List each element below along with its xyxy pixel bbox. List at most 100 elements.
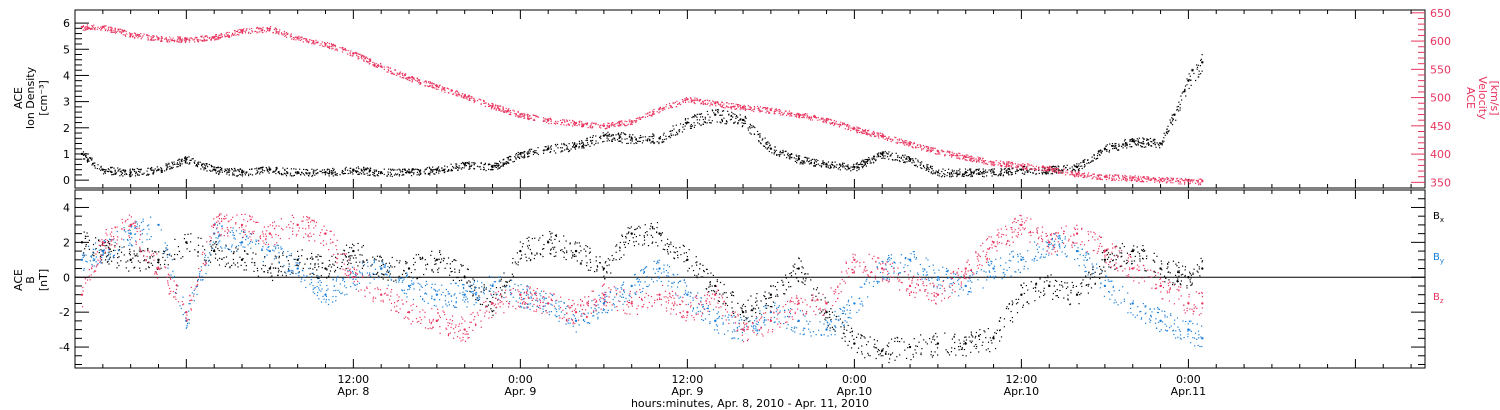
density-sample: [248, 173, 250, 175]
velocity-sample: [950, 153, 952, 156]
density-sample: [665, 138, 668, 140]
velocity-sample: [347, 49, 349, 52]
velocity-sample: [1067, 172, 1069, 174]
velocity-sample: [759, 111, 761, 113]
density-sample: [345, 166, 347, 168]
density-sample: [177, 159, 179, 162]
velocity-sample: [612, 124, 614, 126]
density-sample: [233, 170, 235, 172]
density-sample: [1124, 145, 1126, 147]
density-sample: [469, 166, 471, 168]
density-sample: [970, 173, 972, 175]
velocity-sample: [648, 114, 651, 116]
density-sample: [850, 170, 852, 172]
velocity-sample: [931, 147, 933, 149]
density-sample: [100, 166, 102, 168]
velocity-sample: [550, 122, 552, 125]
velocity-sample: [724, 107, 726, 109]
velocity-sample: [191, 38, 193, 40]
density-sample: [766, 143, 768, 145]
density-sample: [717, 110, 719, 113]
velocity-sample: [1007, 162, 1010, 164]
velocity-sample: [709, 105, 711, 107]
velocity-sample: [1051, 168, 1053, 170]
density-sample: [206, 166, 209, 168]
density-sample: [373, 172, 376, 175]
velocity-sample: [1097, 178, 1099, 180]
density-sample: [1062, 169, 1064, 172]
bx-sample: [861, 353, 863, 355]
density-sample: [856, 167, 858, 169]
velocity-sample: [446, 87, 448, 90]
density-sample: [1199, 59, 1202, 62]
velocity-sample: [412, 76, 414, 78]
density-sample: [730, 115, 733, 117]
density-sample: [591, 142, 593, 144]
density-sample: [1170, 121, 1172, 123]
density-sample: [636, 140, 639, 142]
density-sample: [1156, 142, 1158, 144]
density-sample: [1008, 174, 1010, 176]
velocity-sample: [930, 150, 933, 152]
velocity-sample: [469, 95, 471, 97]
velocity-sample: [387, 68, 389, 70]
density-sample: [259, 173, 261, 175]
velocity-sample: [1161, 178, 1163, 180]
velocity-sample: [868, 133, 871, 135]
density-sample: [141, 173, 143, 175]
density-sample: [316, 173, 318, 175]
density-sample: [578, 140, 581, 142]
velocity-sample: [455, 95, 457, 97]
density-sample: [957, 173, 959, 175]
density-sample: [810, 159, 812, 161]
velocity-sample: [586, 124, 588, 126]
velocity-sample: [548, 122, 550, 125]
velocity-sample: [506, 111, 509, 113]
density-sample: [997, 175, 999, 177]
velocity-sample: [299, 37, 301, 39]
density-sample: [585, 139, 587, 141]
velocity-sample: [891, 139, 893, 141]
velocity-sample: [129, 36, 131, 38]
bx-sample: [240, 264, 242, 266]
density-sample: [963, 175, 965, 177]
density-sample: [367, 174, 369, 176]
velocity-sample: [1073, 175, 1076, 177]
density-sample: [950, 172, 953, 175]
velocity-sample: [1131, 179, 1133, 181]
velocity-sample: [922, 144, 925, 147]
density-sample: [783, 154, 785, 156]
density-sample: [341, 172, 343, 174]
velocity-sample: [82, 25, 85, 27]
velocity-sample: [833, 119, 835, 122]
density-sample: [698, 119, 701, 121]
density-sample: [237, 169, 239, 171]
density-sample: [1176, 109, 1178, 111]
density-sample: [196, 165, 198, 167]
velocity-sample: [237, 29, 239, 31]
density-sample: [1142, 141, 1144, 143]
density-sample: [140, 168, 142, 170]
velocity-sample: [226, 35, 228, 38]
velocity-sample: [1178, 183, 1180, 185]
density-sample: [1126, 143, 1128, 146]
velocity-sample: [91, 25, 94, 27]
density-sample: [694, 115, 696, 117]
density-sample: [150, 166, 153, 169]
density-sample: [1092, 159, 1094, 162]
density-sample: [844, 168, 846, 170]
density-sample: [1148, 144, 1150, 147]
velocity-sample: [618, 123, 620, 125]
velocity-sample: [599, 125, 601, 127]
density-sample: [82, 154, 85, 156]
velocity-sample: [307, 41, 310, 44]
density-sample: [221, 169, 223, 171]
velocity-sample: [150, 38, 152, 40]
velocity-sample: [542, 120, 544, 122]
density-sample: [896, 156, 899, 158]
velocity-sample: [928, 147, 930, 149]
density-sample: [1083, 161, 1085, 163]
velocity-sample: [149, 39, 151, 41]
bx-sample: [1065, 287, 1068, 290]
density-sample: [769, 144, 771, 146]
